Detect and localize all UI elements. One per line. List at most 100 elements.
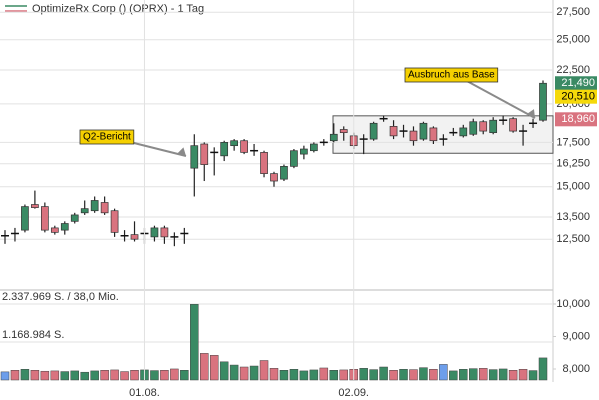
annotation-box (404, 67, 499, 83)
volume-bar (379, 366, 388, 381)
volume-bar (459, 369, 468, 381)
volume-bar (359, 368, 368, 381)
candle-body (459, 127, 468, 137)
volume-bar (319, 367, 329, 381)
volume-bar (439, 364, 448, 381)
x-tick-label: 02.09. (338, 387, 369, 399)
arrow-head (526, 109, 535, 118)
candle-body (60, 223, 69, 231)
volume-bar (279, 370, 289, 381)
candle-body (290, 150, 298, 167)
candle-body (280, 166, 288, 180)
volume-bar (180, 370, 189, 381)
candle-body (509, 118, 517, 132)
annotation-box (79, 129, 135, 145)
volume-tick-label: 2.337.969 S. / 38,0 Mio. (2, 291, 119, 303)
volume-bar (508, 370, 518, 381)
volume-bar (160, 370, 169, 381)
volume-bar (399, 369, 408, 381)
volume-bar (30, 370, 40, 381)
candle-body (50, 227, 59, 233)
volume-bar (90, 370, 99, 381)
volume-bar (259, 360, 269, 381)
annotation-arrow (129, 141, 187, 157)
candle-body (409, 130, 418, 142)
annotation-arrow (464, 79, 536, 119)
volume-bar (130, 370, 139, 381)
volume-bar (289, 369, 299, 381)
candle-body (539, 82, 547, 121)
volume-bar (369, 369, 378, 381)
volume-bar (110, 369, 119, 381)
price-label-box (555, 76, 597, 91)
candle-body (41, 206, 49, 231)
volume-bar (419, 367, 428, 381)
y-tick-label: 27,500 (556, 6, 590, 18)
volume-bar (299, 370, 309, 381)
y-tick-label: 13,500 (556, 211, 590, 223)
volume-bar (518, 369, 528, 381)
candle-body (300, 148, 308, 155)
y2-tick-label: 10,000 (556, 298, 590, 310)
y-tick-label: 17,500 (556, 136, 590, 148)
volume-bar (469, 368, 478, 381)
volume-bar (429, 369, 438, 381)
volume-bar (528, 370, 538, 381)
y-tick-label: 16,250 (556, 158, 590, 170)
candle-body (31, 204, 39, 208)
price-label-box (555, 89, 597, 104)
y2-tick-label: 8,000 (562, 363, 590, 375)
candle-body (200, 143, 209, 165)
candle-body (70, 214, 79, 222)
price-label: 18,960 (561, 113, 595, 125)
y-tick-label: 25,000 (556, 34, 590, 46)
candle-body (270, 173, 278, 182)
volume-tick-label: 1.168.984 S. (2, 329, 64, 341)
candle-body (110, 210, 119, 233)
candle-body (429, 127, 438, 142)
volume-bar (209, 355, 219, 381)
volume-bar (100, 370, 109, 381)
candle-body (240, 140, 248, 153)
volume-bar (389, 370, 398, 381)
candle-body (260, 152, 268, 174)
arrow-head (177, 147, 186, 156)
volume-bar (190, 304, 199, 381)
volume-bar (10, 370, 20, 381)
candle-body (100, 202, 109, 214)
candle-body (150, 227, 159, 238)
price-label-box (555, 112, 597, 127)
candle-body (80, 208, 89, 214)
y-tick-label: 15,000 (556, 181, 590, 193)
volume-bar (219, 361, 229, 381)
volume-bar (498, 368, 508, 381)
volume-bar (478, 368, 488, 381)
volume-bar (60, 371, 70, 381)
candle-body (329, 133, 338, 142)
volume-bar (40, 370, 50, 381)
price-label: 20,510 (561, 91, 595, 103)
candle-body (230, 140, 238, 147)
volume-bar (329, 370, 339, 381)
y-tick-label: 12,500 (556, 233, 590, 245)
volume-bar (120, 371, 129, 381)
volume-bar (170, 368, 179, 381)
candle-body (479, 121, 488, 132)
candle-body (469, 121, 478, 135)
chart-title: OptimizeRx Corp () (OPRX) - 1 Tag (32, 3, 204, 15)
volume-bar (150, 370, 159, 381)
volume-bar (309, 369, 319, 381)
volume-bar (339, 369, 348, 381)
volume-bar (200, 353, 209, 381)
volume-bar (538, 357, 548, 381)
candle-body (489, 119, 498, 134)
candle-body (90, 200, 99, 212)
volume-bar (0, 371, 10, 381)
candle-body (369, 122, 378, 140)
candle-body (190, 145, 199, 169)
x-tick-label: 01.08. (129, 387, 160, 399)
candle-body (130, 234, 139, 240)
y-tick-label: 22,500 (556, 64, 590, 76)
volume-bar (269, 368, 279, 381)
